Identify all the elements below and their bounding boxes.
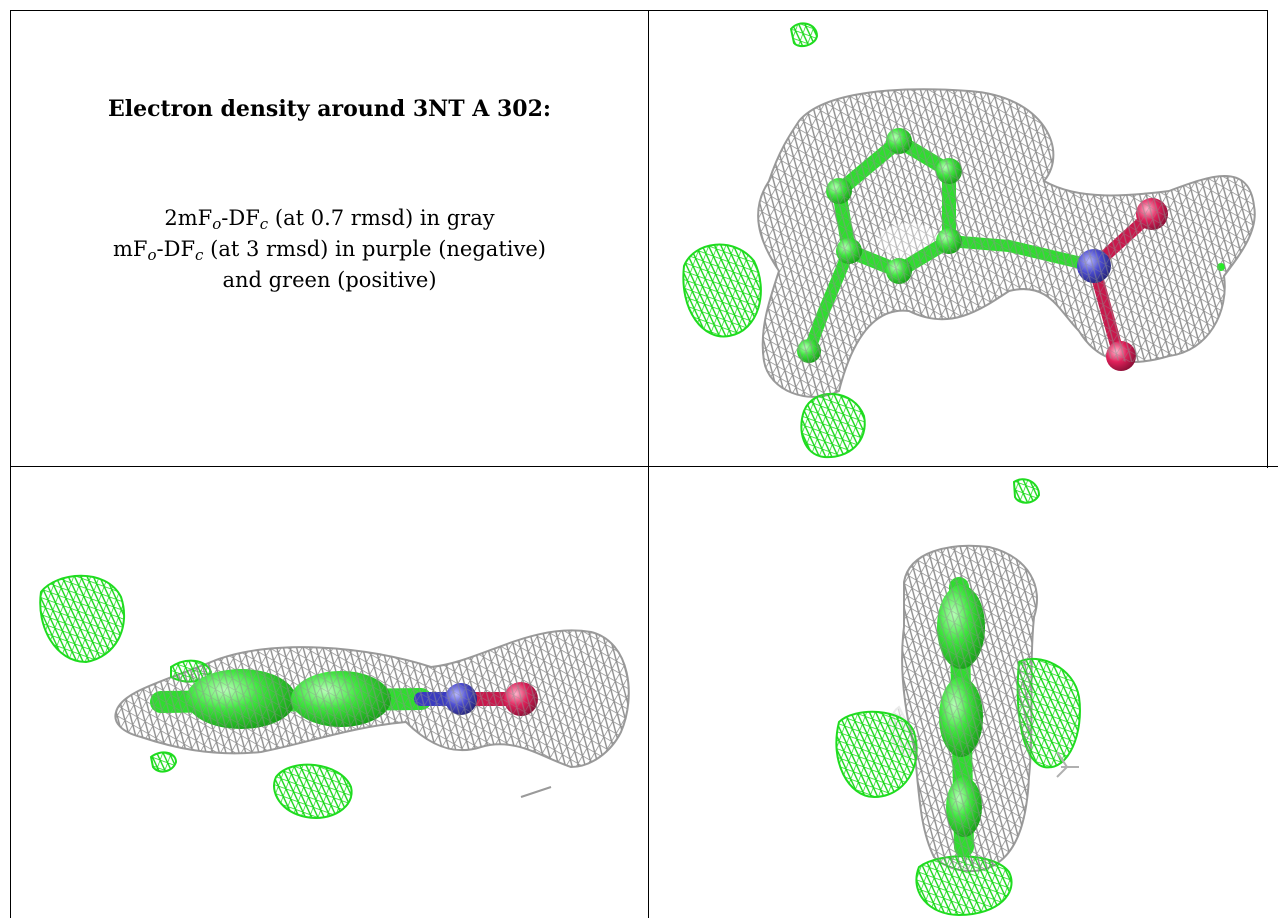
table-row-divider <box>10 466 1278 467</box>
positive-mesh-bottom <box>800 393 866 459</box>
legend-2fofc-a: 2mF <box>164 206 213 230</box>
table-border-right <box>1267 10 1268 468</box>
positive-mesh-left <box>682 243 762 338</box>
legend-fofc-sub-c: c <box>195 246 204 264</box>
legend-line-positive: and green (positive) <box>222 268 437 292</box>
legend-2fofc-b: -DF <box>221 206 260 230</box>
legend-2fofc-sub-o: o <box>212 215 222 233</box>
positive-mesh-under <box>273 763 353 819</box>
density-render-2 <box>39 574 630 819</box>
legend-2fofc-sub-c: c <box>259 215 269 233</box>
density-view-bottom-right <box>649 467 1278 918</box>
legend-fofc-c: (at 3 rmsd) in purple (negative) <box>203 237 546 261</box>
description-panel: Electron density around 3NT A 302: 2mFo-… <box>11 11 648 463</box>
positive-mesh-top <box>1012 478 1041 504</box>
legend-line-fofc: mFo-DFc (at 3 rmsd) in purple (negative) <box>11 234 648 265</box>
legend-line-2fofc: 2mFo-DFc (at 0.7 rmsd) in gray <box>11 203 648 234</box>
positive-mesh-left-top <box>39 574 126 664</box>
density-view-top-right <box>649 11 1278 466</box>
density-render-3 <box>835 478 1081 917</box>
legend-2fofc-c: (at 0.7 rmsd) in gray <box>268 206 495 230</box>
legend-fofc-a: mF <box>113 237 148 261</box>
legend-text: 2mFo-DFc (at 0.7 rmsd) in gray mFo-DFc (… <box>11 203 648 296</box>
density-view-bottom-left <box>11 467 648 918</box>
positive-mesh-top <box>789 22 819 48</box>
density-render-1 <box>682 22 1256 459</box>
table-border-top <box>10 10 1268 11</box>
figure-title: Electron density around 3NT A 302: <box>107 96 552 122</box>
table-border-left <box>10 10 11 918</box>
positive-mesh-left <box>835 710 918 799</box>
legend-fofc-b: -DF <box>156 237 196 261</box>
table-border-middle <box>648 10 649 918</box>
legend-fofc-sub-o: o <box>147 246 157 264</box>
